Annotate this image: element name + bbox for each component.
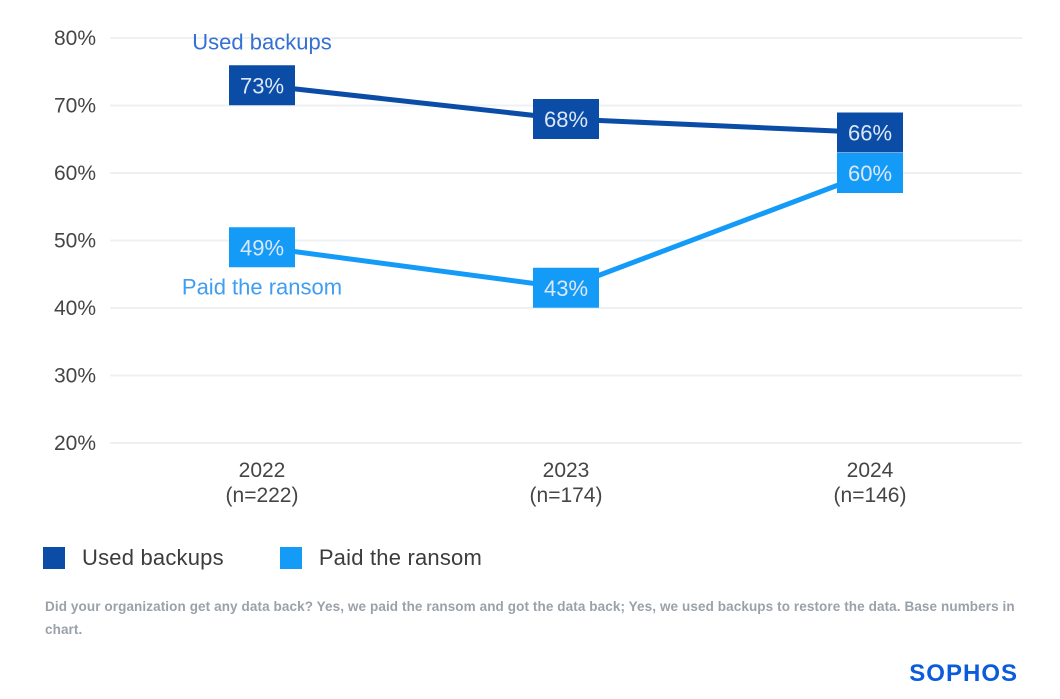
- data-label-box: [533, 99, 599, 139]
- chart-footnote: Did your organization get any data back?…: [45, 599, 1015, 637]
- y-tick-label: 40%: [54, 297, 96, 320]
- y-tick-label: 60%: [54, 162, 96, 185]
- data-label-box: [533, 267, 599, 308]
- data-label: 66%: [848, 121, 892, 146]
- x-tick-label-year: 2022: [239, 459, 286, 482]
- x-tick-label-n: (n=146): [834, 484, 907, 507]
- series-annotation-paid-the-ransom: Paid the ransom: [182, 274, 342, 299]
- line-chart: 80% 70% 60% 50% 40% 30% 20% 73% 68% 66% 49% 43% 60% U…: [54, 27, 1022, 507]
- data-label-box: [229, 227, 295, 268]
- y-tick-label: 50%: [54, 230, 96, 253]
- data-label: 49%: [240, 235, 284, 260]
- series-annotation-used-backups: Used backups: [192, 29, 331, 54]
- data-label-box: [837, 112, 903, 153]
- y-tick-label: 30%: [54, 365, 96, 388]
- chart-legend: Used backups Paid the ransom: [43, 545, 482, 571]
- y-tick-label: 80%: [54, 27, 96, 50]
- legend-swatch-paid-the-ransom: [279, 547, 302, 569]
- legend-item-paid-the-ransom: Paid the ransom: [279, 545, 483, 571]
- sophos-logo: SOPHOS: [909, 660, 1018, 687]
- legend-label-used-backups: Used backups: [82, 545, 224, 570]
- x-tick-label-year: 2024: [847, 459, 894, 482]
- x-tick-label-n: (n=222): [226, 484, 299, 507]
- y-tick-label: 20%: [54, 432, 96, 455]
- data-label-box: [837, 153, 903, 193]
- legend-item-used-backups: Used backups: [43, 545, 224, 571]
- data-label: 68%: [544, 107, 588, 132]
- data-label: 43%: [544, 276, 588, 301]
- y-tick-label: 70%: [54, 95, 96, 118]
- x-tick-label-year: 2023: [543, 459, 590, 482]
- data-label-box: [229, 65, 295, 106]
- x-tick-label-n: (n=174): [530, 484, 603, 507]
- data-label: 60%: [848, 161, 892, 186]
- data-label: 73%: [240, 73, 284, 98]
- legend-label-paid-the-ransom: Paid the ransom: [318, 545, 483, 570]
- legend-swatch-used-backups: [43, 547, 65, 569]
